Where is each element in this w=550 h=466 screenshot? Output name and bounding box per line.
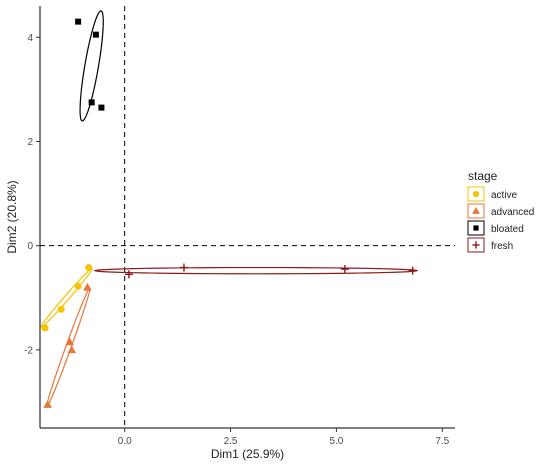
legend-items: active advanced bloated fresh bbox=[467, 186, 534, 253]
legend-label: fresh bbox=[491, 241, 513, 252]
legend-label: advanced bbox=[491, 207, 534, 218]
x-tick-label: 0.0 bbox=[118, 436, 132, 447]
legend-marker-bloated bbox=[473, 225, 479, 231]
y-tick-label: 2 bbox=[27, 137, 33, 148]
point-advanced bbox=[67, 345, 77, 354]
legend: stage active advanced bloated fresh bbox=[467, 169, 534, 253]
point-fresh bbox=[408, 266, 417, 275]
legend-title: stage bbox=[468, 169, 498, 183]
ellipse-bloated bbox=[79, 10, 104, 122]
point-active bbox=[57, 305, 65, 313]
x-tick-label: 2.5 bbox=[224, 436, 238, 447]
y-tick-label: 0 bbox=[27, 241, 33, 252]
ellipse-fresh bbox=[93, 266, 419, 275]
legend-item-advanced: advanced bbox=[467, 203, 534, 219]
reference-lines bbox=[40, 6, 455, 428]
confidence-ellipses bbox=[40, 10, 419, 408]
y-tick-label: 4 bbox=[27, 33, 33, 44]
data-points bbox=[41, 18, 417, 408]
legend-label: bloated bbox=[491, 224, 524, 235]
point-active bbox=[85, 264, 93, 272]
point-advanced bbox=[65, 337, 74, 346]
x-tick-label: 5.0 bbox=[329, 436, 343, 447]
x-axis-title: Dim1 (25.9%) bbox=[211, 447, 284, 461]
legend-item-active: active bbox=[467, 186, 518, 202]
point-advanced bbox=[43, 400, 52, 408]
point-fresh bbox=[179, 263, 188, 272]
point-bloated bbox=[92, 31, 99, 38]
point-active bbox=[74, 282, 82, 290]
point-bloated bbox=[75, 18, 82, 25]
axes bbox=[39, 6, 455, 429]
legend-marker-advanced bbox=[472, 206, 480, 214]
y-axis-ticks: -2 0 2 4 bbox=[24, 33, 40, 356]
point-bloated bbox=[98, 104, 105, 111]
legend-item-bloated: bloated bbox=[467, 220, 524, 236]
x-tick-label: 7.5 bbox=[435, 436, 449, 447]
legend-item-fresh: fresh bbox=[467, 237, 513, 253]
y-tick-label: -2 bbox=[24, 345, 33, 356]
x-axis-ticks: 0.0 2.5 5.0 7.5 bbox=[118, 428, 450, 447]
ellipse-advanced bbox=[46, 286, 91, 408]
legend-marker-fresh bbox=[472, 241, 480, 249]
point-active bbox=[41, 324, 49, 332]
legend-marker-active bbox=[472, 190, 480, 198]
point-bloated bbox=[88, 99, 95, 106]
point-advanced bbox=[83, 282, 92, 291]
point-fresh bbox=[340, 265, 349, 274]
legend-label: active bbox=[491, 190, 518, 201]
y-axis-title: Dim2 (20.8%) bbox=[5, 180, 19, 253]
point-fresh bbox=[124, 270, 133, 279]
